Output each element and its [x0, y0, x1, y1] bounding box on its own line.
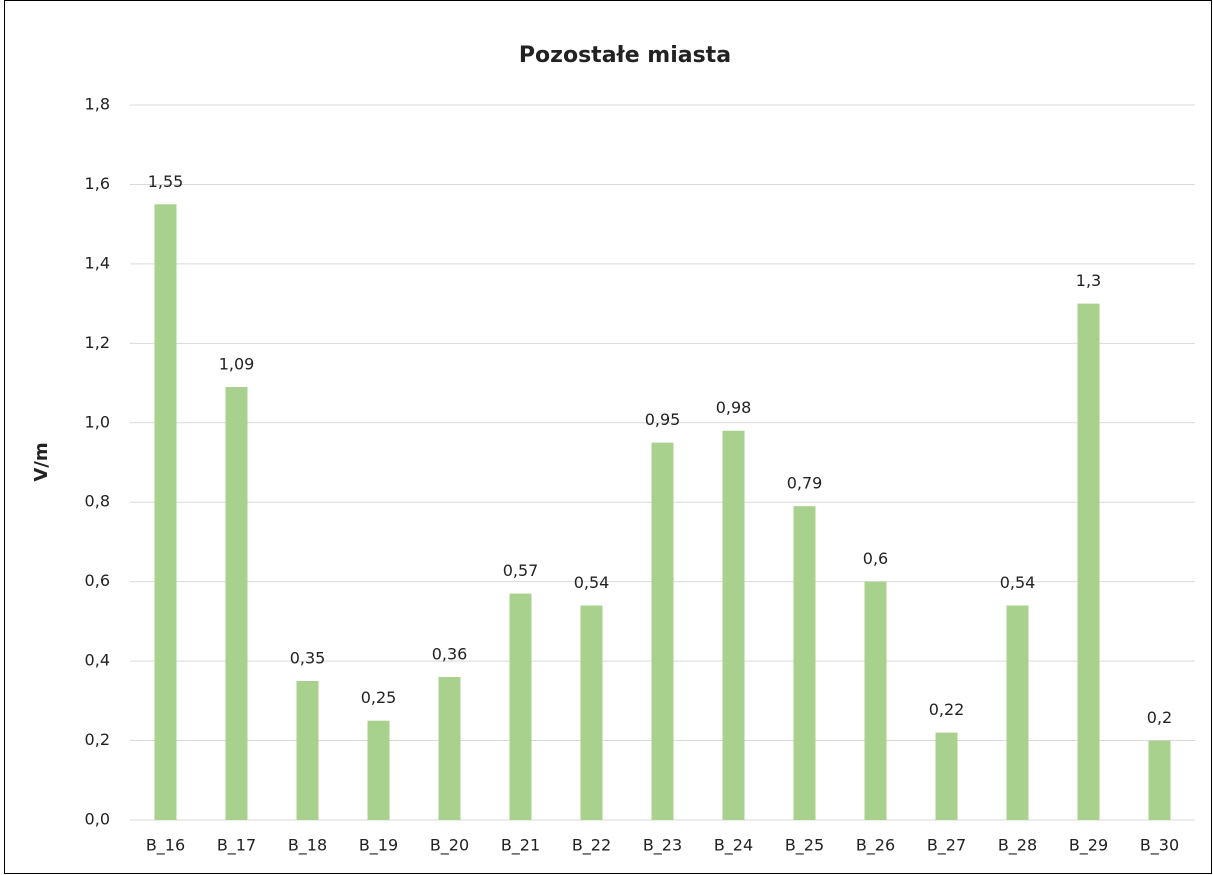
y-tick-label: 1,0: [85, 412, 110, 431]
x-tick-label: B_17: [217, 836, 256, 856]
bar: [367, 720, 390, 820]
bar: [651, 442, 674, 820]
y-tick-label: 0,6: [85, 571, 110, 590]
bar: [1148, 740, 1171, 820]
data-label: 0,57: [503, 561, 539, 580]
bar: [935, 732, 958, 820]
x-tick-label: B_25: [785, 836, 824, 856]
y-tick-label: 1,6: [85, 174, 110, 193]
bar: [1006, 605, 1029, 820]
data-label: 0,36: [432, 645, 468, 664]
bar: [580, 605, 603, 820]
y-tick-label: 0,0: [85, 810, 110, 829]
x-tick-label: B_27: [927, 836, 966, 856]
x-tick-label: B_26: [856, 836, 895, 856]
data-label: 0,2: [1147, 708, 1172, 727]
bar: [438, 677, 461, 820]
data-label: 0,54: [1000, 573, 1036, 592]
x-tick-label: B_24: [714, 836, 753, 856]
x-tick-label: B_28: [998, 836, 1037, 856]
data-label: 1,09: [219, 355, 255, 374]
y-tick-label: 1,8: [85, 95, 110, 114]
y-tick-label: 1,2: [85, 333, 110, 352]
chart-title: Pozostałe miasta: [519, 43, 731, 68]
y-tick-label: 0,4: [85, 651, 110, 670]
bar: [225, 387, 248, 820]
y-tick-label: 1,4: [85, 253, 110, 272]
x-tick-label: B_19: [359, 836, 398, 856]
y-tick-label: 0,2: [85, 730, 110, 749]
bar: [296, 680, 319, 820]
x-tick-label: B_20: [430, 836, 469, 856]
data-label: 0,25: [361, 688, 397, 707]
bar: [509, 593, 532, 820]
x-tick-label: B_18: [288, 836, 327, 856]
chart-border: [4, 0, 1212, 874]
y-axis-label: V/m: [31, 442, 52, 481]
data-label: 0,22: [929, 700, 965, 719]
x-tick-label: B_30: [1140, 836, 1179, 856]
bar: [864, 581, 887, 820]
bar: [793, 506, 816, 820]
data-label: 1,55: [148, 172, 184, 191]
x-tick-label: B_22: [572, 836, 611, 856]
data-label: 0,6: [863, 549, 888, 568]
data-label: 0,95: [645, 410, 681, 429]
data-label: 0,54: [574, 573, 610, 592]
x-tick-label: B_23: [643, 836, 682, 856]
x-tick-label: B_21: [501, 836, 540, 856]
x-tick-label: B_16: [146, 836, 185, 856]
data-label: 0,79: [787, 474, 823, 493]
bar: [1077, 303, 1100, 821]
data-label: 0,35: [290, 648, 326, 667]
y-tick-label: 0,8: [85, 492, 110, 511]
bar: [154, 204, 177, 821]
data-label: 0,98: [716, 398, 752, 417]
x-tick-label: B_29: [1069, 836, 1108, 856]
bar: [722, 430, 745, 820]
data-label: 1,3: [1076, 271, 1101, 290]
